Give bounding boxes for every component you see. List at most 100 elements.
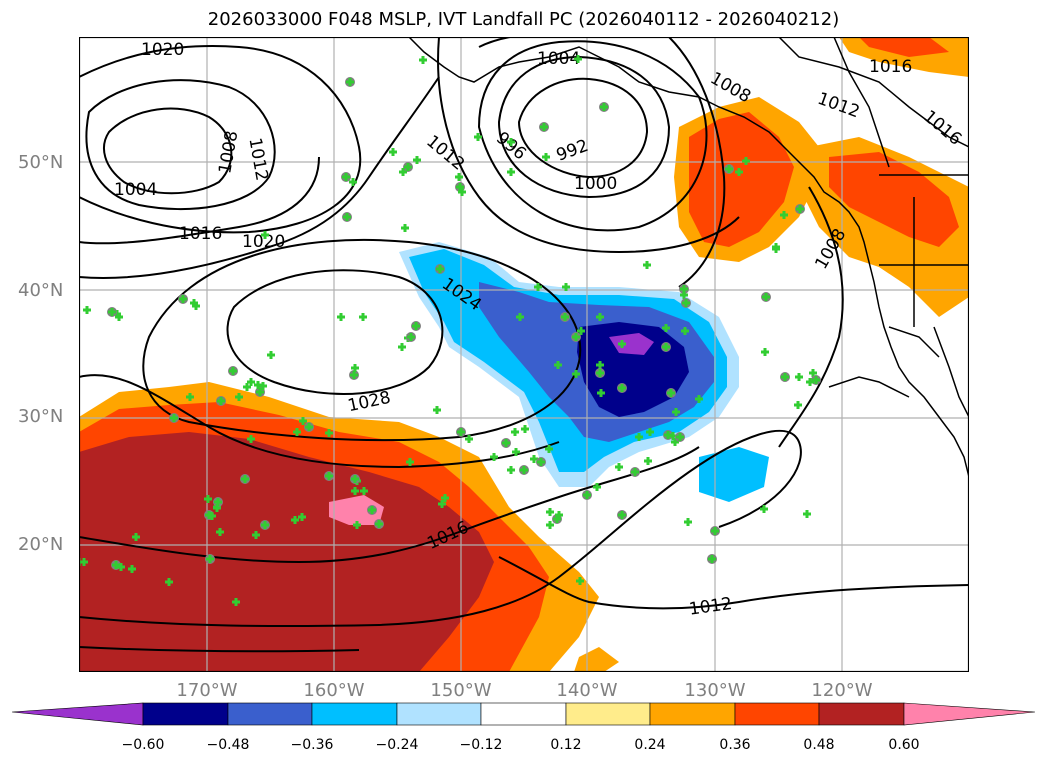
station-marker (367, 505, 377, 515)
station-marker (240, 474, 250, 484)
colorbar-tick-label: 0.48 (803, 737, 835, 753)
station-marker (546, 508, 554, 516)
station-marker (247, 378, 255, 386)
station-marker (572, 370, 580, 378)
station-marker (809, 369, 817, 377)
station-marker (259, 382, 267, 390)
contour-label: 1020 (242, 232, 285, 252)
station-marker (546, 521, 554, 529)
station-marker (735, 168, 743, 176)
station-marker (132, 533, 140, 541)
station-marker (406, 332, 416, 342)
latitude-label: 30°N (18, 406, 64, 427)
colorbar-tick-label: −0.36 (290, 737, 334, 753)
station-marker (661, 342, 671, 352)
station-marker (501, 438, 511, 448)
station-marker (291, 516, 299, 524)
colorbar-segment (734, 702, 820, 726)
station-marker (562, 283, 570, 291)
colorbar (11, 702, 1036, 726)
contour-label: 1028 (346, 388, 392, 417)
map-title: 2026033000 F048 MSLP, IVT Landfall PC (2… (207, 9, 840, 30)
station-marker (507, 168, 515, 176)
station-marker (169, 413, 179, 423)
station-marker (597, 389, 605, 397)
station-marker (507, 138, 515, 146)
station-marker (399, 168, 407, 176)
contour-label: 1008 (707, 68, 754, 107)
colorbar-segment (311, 702, 398, 726)
station-marker (433, 406, 441, 414)
colorbar-segment (565, 702, 651, 726)
station-marker (780, 211, 788, 219)
station-marker (216, 396, 226, 406)
colorbar-tick-label: −0.48 (206, 737, 250, 753)
station-marker (247, 435, 255, 443)
station-marker (389, 148, 397, 156)
station-marker (350, 474, 360, 484)
station-marker (761, 292, 771, 302)
station-marker (530, 455, 538, 463)
contour-label: 1004 (114, 180, 157, 200)
station-marker (298, 513, 306, 521)
station-marker (341, 172, 351, 182)
graticule (79, 37, 969, 672)
colorbar-segment (142, 702, 229, 726)
contour-label: 996 (492, 128, 530, 164)
station-marker (413, 156, 421, 164)
colorbar-tick-label: 0.36 (719, 737, 751, 753)
station-marker (228, 366, 238, 376)
station-marker (474, 133, 482, 141)
contour-label: 1016 (919, 106, 965, 149)
station-marker (205, 554, 215, 564)
positive-pc-shading (79, 382, 619, 672)
negative-pc-shading (399, 242, 769, 502)
colorbar-tick-label: −0.24 (375, 737, 419, 753)
contour-label: 1000 (574, 174, 617, 194)
station-marker (490, 453, 498, 461)
colorbar-segment (227, 702, 313, 726)
colorbar-tick-label: −0.60 (121, 737, 165, 753)
station-marker (618, 340, 626, 348)
station-marker (521, 425, 529, 433)
station-marker (630, 467, 640, 477)
station-marker (542, 153, 550, 161)
map-panel: 1020 1004 1008 1012 1016 1020 1004 1012 … (79, 37, 969, 672)
contour-label: 1004 (537, 49, 580, 69)
station-marker (403, 162, 413, 172)
station-marker (235, 393, 243, 401)
contour-label: 1012 (688, 594, 734, 620)
station-marker (360, 487, 368, 495)
station-marker (681, 327, 689, 335)
station-marker (465, 435, 473, 443)
contour-label: 992 (554, 136, 591, 166)
station-marker (615, 463, 623, 471)
station-marker (293, 428, 301, 436)
station-marker (803, 510, 811, 518)
station-marker (671, 438, 679, 446)
station-marker (252, 531, 260, 539)
station-marker (681, 298, 691, 308)
station-marker (178, 294, 188, 304)
station-marker (795, 373, 803, 381)
colorbar-segment (649, 702, 736, 726)
station-marker (204, 495, 212, 503)
station-marker (115, 313, 123, 321)
station-marker (208, 512, 216, 520)
station-marker (534, 283, 542, 291)
station-marker (507, 466, 515, 474)
station-marker (539, 122, 549, 132)
latitude-label: 50°N (18, 152, 64, 173)
station-marker (617, 510, 627, 520)
station-marker (349, 178, 357, 186)
latitude-label: 20°N (18, 534, 64, 555)
station-marker (456, 427, 466, 437)
contour-label: 1016 (179, 224, 222, 244)
colorbar-tick-label: 0.12 (550, 737, 582, 753)
station-marker (117, 563, 125, 571)
station-marker (684, 518, 692, 526)
station-marker (795, 204, 805, 214)
station-marker (555, 511, 563, 519)
station-marker (411, 321, 421, 331)
station-marker (398, 343, 406, 351)
